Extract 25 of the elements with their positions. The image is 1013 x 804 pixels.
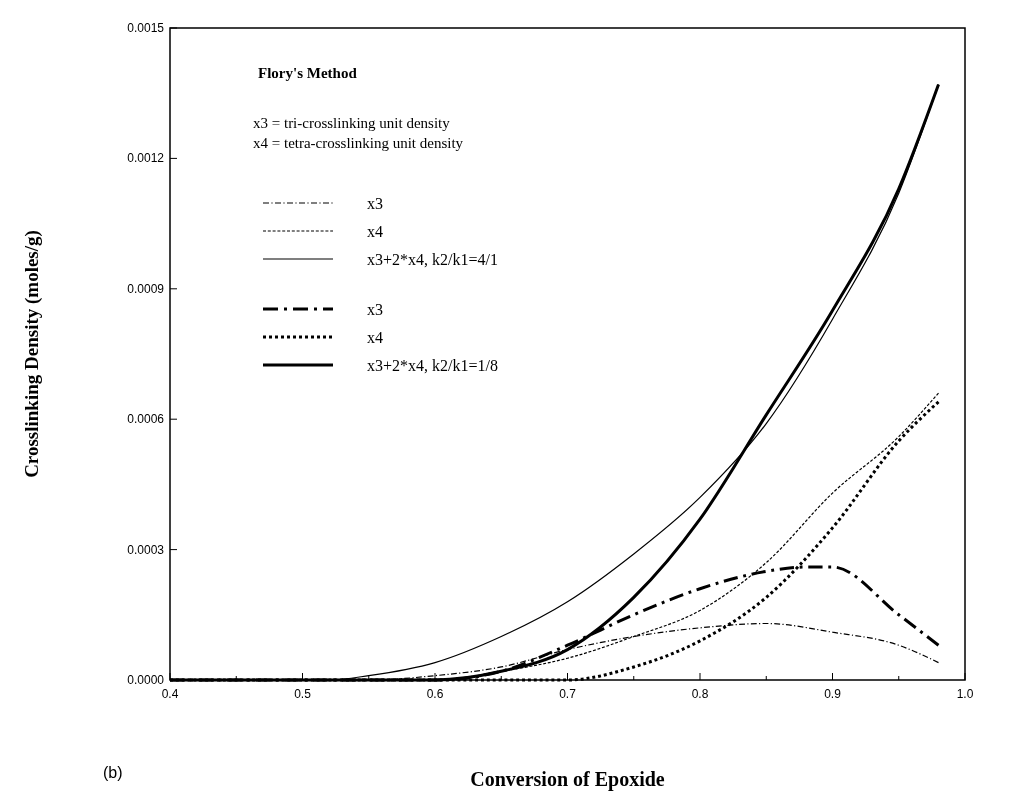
annotation: x4 = tetra-crosslinking unit density bbox=[253, 135, 464, 151]
x-tick-label: 0.8 bbox=[691, 687, 709, 701]
x-tick-label: 0.9 bbox=[824, 687, 842, 701]
y-tick-label: 0.0006 bbox=[127, 412, 165, 427]
y-axis-title: Crosslinking Density (moles/g) bbox=[21, 230, 43, 478]
x-tick-label: 0.7 bbox=[559, 687, 577, 701]
y-tick-label: 0.0003 bbox=[127, 542, 165, 557]
legend-label: x3+2*x4, k2/k1=1/8 bbox=[367, 357, 498, 374]
x-tick-label: 0.4 bbox=[161, 687, 179, 701]
annotation: Flory's Method bbox=[258, 65, 358, 81]
x-axis-title: Conversion of Epoxide bbox=[470, 768, 665, 791]
legend-label: x3 bbox=[367, 301, 383, 318]
legend-label: x3 bbox=[367, 195, 383, 212]
x-tick-label: 0.6 bbox=[426, 687, 444, 701]
x-tick-label: 1.0 bbox=[956, 687, 974, 701]
annotation: x3 = tri-crosslinking unit density bbox=[253, 115, 451, 131]
legend-label: x4 bbox=[367, 223, 383, 240]
legend-label: x3+2*x4, k2/k1=4/1 bbox=[367, 251, 498, 268]
y-tick-label: 0.0012 bbox=[127, 151, 165, 166]
x-tick-label: 0.5 bbox=[294, 687, 312, 701]
legend-label: x4 bbox=[367, 329, 383, 346]
y-tick-label: 0.0015 bbox=[127, 21, 165, 35]
y-tick-label: 0.0009 bbox=[127, 281, 165, 296]
text: (b) bbox=[103, 764, 123, 781]
y-tick-label: 0.0000 bbox=[127, 673, 165, 687]
